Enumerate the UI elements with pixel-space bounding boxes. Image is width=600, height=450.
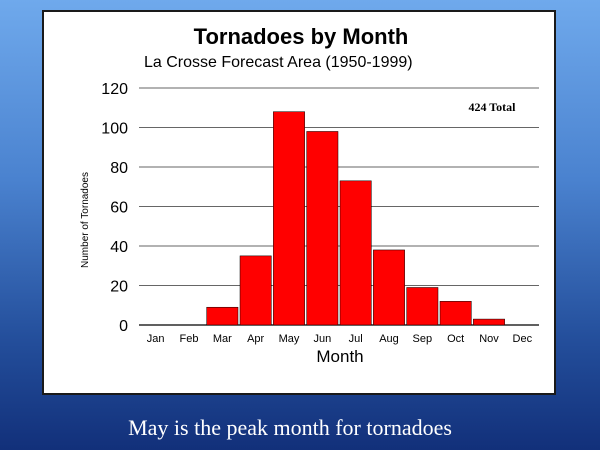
y-tick-label: 40 (110, 239, 128, 256)
bar-nov (473, 318, 505, 326)
x-tick-label-aug: Aug (379, 333, 399, 345)
y-tick-label: 60 (110, 200, 128, 217)
x-tick-label-may: May (279, 333, 300, 345)
gridlines (139, 87, 539, 326)
x-axis-ticks: Jan Feb Mar Apr May Jun Jul Aug Sep Oct Nov Dec (147, 333, 533, 345)
x-axis-label: Month (316, 347, 363, 366)
x-tick-label-jun: Jun (313, 333, 331, 345)
bar-aug (373, 249, 405, 326)
y-tick-label: 80 (110, 160, 128, 177)
y-axis-label: Number of Tornadoes (80, 172, 91, 268)
x-tick-label-nov: Nov (479, 333, 499, 345)
x-tick-label-mar: Mar (213, 333, 232, 345)
bar-jun (306, 131, 339, 326)
x-tick-label-jul: Jul (349, 333, 363, 345)
x-tick-label-feb: Feb (180, 333, 199, 345)
y-tick-label: 0 (119, 318, 128, 335)
bar-may (273, 111, 305, 326)
chart-frame: Tornadoes by Month La Crosse Forecast Ar… (42, 10, 556, 395)
total-annotation-box (456, 98, 528, 116)
bar-jul (339, 180, 372, 326)
x-tick-label-oct: Oct (447, 333, 464, 345)
y-axis-ticks: 0 20 40 60 80 100 120 (101, 81, 128, 335)
bars (206, 111, 505, 326)
y-tick-label: 20 (110, 279, 128, 296)
y-tick-label: 120 (101, 81, 128, 98)
bar-mar (206, 306, 239, 326)
chart-title: Tornadoes by Month (194, 24, 409, 49)
x-tick-label-jan: Jan (147, 333, 165, 345)
x-tick-label-apr: Apr (247, 333, 264, 345)
bar-apr (239, 255, 272, 326)
bar-oct (439, 301, 472, 326)
bar-sep (406, 287, 439, 326)
slide-caption: May is the peak month for tornadoes (128, 415, 452, 440)
tornado-bar-chart: Tornadoes by Month La Crosse Forecast Ar… (80, 24, 539, 366)
x-tick-label-sep: Sep (413, 333, 433, 345)
total-annotation: 424 Total (456, 98, 528, 116)
total-annotation-text: 424 Total (468, 100, 516, 114)
x-tick-label-dec: Dec (513, 333, 533, 345)
chart-subtitle: La Crosse Forecast Area (1950-1999) (144, 54, 413, 71)
y-tick-label: 100 (101, 121, 128, 138)
